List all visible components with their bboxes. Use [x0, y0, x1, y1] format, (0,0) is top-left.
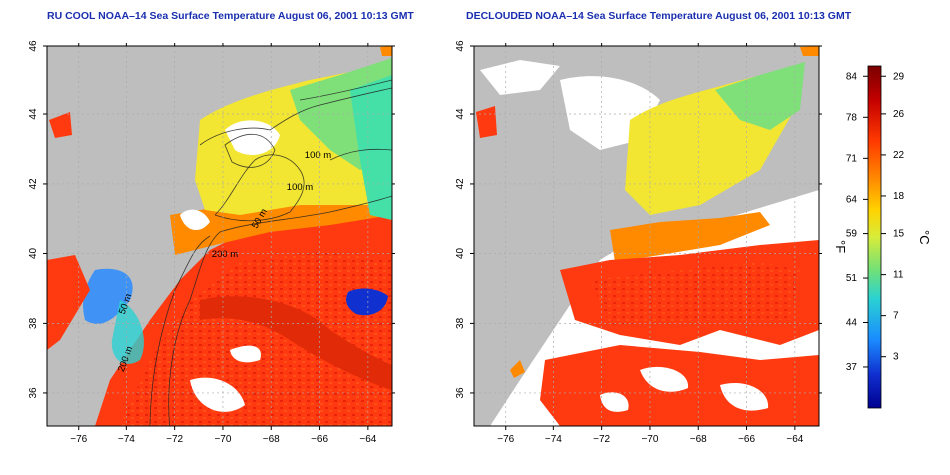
depth-contour: [299, 79, 392, 101]
cold-eddy: [346, 288, 388, 316]
fahrenheit-unit-label: °F: [833, 240, 848, 253]
cloud-patch: [640, 366, 689, 392]
depth-contour: [329, 148, 392, 161]
y-tick-label: 36: [455, 387, 466, 399]
fahrenheit-tick-label: 71: [846, 153, 858, 164]
warm-patch: [510, 360, 525, 378]
depth-contour: [224, 133, 276, 168]
gulf-stream: [200, 296, 392, 390]
x-tick-label: −76: [497, 434, 514, 445]
x-tick-label: −72: [593, 434, 610, 445]
fahrenheit-tick-label: 59: [846, 229, 858, 240]
x-tick-label: −76: [70, 434, 87, 445]
left-sst-map: [47, 46, 392, 426]
fahrenheit-tick-label: 44: [846, 318, 858, 329]
y-tick-label: 38: [28, 317, 39, 329]
colorbar-ticks: 29 26 22 18 15 11 7 3 84 78 71 64 59 51 44 37: [846, 71, 905, 373]
x-tick-label: −68: [263, 434, 280, 445]
y-tick-label: 46: [455, 40, 466, 52]
cloud-patch: [230, 345, 261, 363]
contour-depth-label: 100 m: [287, 182, 313, 193]
fahrenheit-tick-label: 78: [846, 112, 858, 123]
cloud-patch: [600, 392, 629, 412]
colorbar: 29 26 22 18 15 11 7 3 84 78 71 64 59 51 44 37 °F °C: [833, 65, 932, 409]
depth-contour: [149, 235, 211, 426]
y-tick-label: 38: [455, 317, 466, 329]
depth-contour: [199, 87, 392, 146]
y-tick-label: 40: [28, 247, 39, 259]
warm-patch: [476, 106, 497, 138]
fahrenheit-tick-label: 37: [846, 362, 858, 373]
x-tick-label: −64: [359, 434, 376, 445]
y-tick-label: 42: [28, 178, 39, 190]
left-map-title: RU COOL NOAA–14 Sea Surface Temperature …: [47, 10, 414, 22]
right-map-axes: −76 −74 −72 −70 −68 −66 −64 46 44 42 40 38 36: [455, 40, 822, 445]
celsius-tick-label: 26: [893, 109, 905, 120]
celsius-tick-label: 29: [893, 71, 905, 82]
celsius-tick-label: 7: [893, 311, 899, 322]
x-tick-label: −66: [311, 434, 328, 445]
x-tick-label: −74: [545, 434, 562, 445]
scotian-shelf: [350, 75, 392, 220]
celsius-tick-label: 11: [893, 270, 904, 281]
depth-contour: [168, 195, 392, 426]
cloud-patch: [190, 377, 245, 412]
coastal-cool-water: [111, 300, 144, 364]
warm-patch: [800, 46, 819, 56]
warm-ocean-texture: [120, 252, 392, 426]
right-sst-map: [474, 46, 819, 426]
depth-contour: [214, 154, 305, 222]
y-tick-label: 42: [455, 178, 466, 190]
x-tick-label: −72: [166, 434, 183, 445]
contour-depth-label: 200 m: [212, 249, 238, 260]
fahrenheit-tick-label: 51: [846, 273, 858, 284]
map-frame: [46, 45, 393, 427]
cloud-patch: [180, 209, 210, 231]
warm-ocean-texture: [590, 262, 800, 325]
x-tick-label: −74: [118, 434, 135, 445]
x-tick-label: −70: [641, 434, 658, 445]
x-tick-label: −66: [738, 434, 755, 445]
y-tick-label: 46: [28, 40, 39, 52]
y-tick-label: 40: [455, 247, 466, 259]
cloud-mask: [480, 60, 560, 95]
celsius-tick-label: 15: [893, 229, 905, 240]
fahrenheit-tick-label: 84: [846, 71, 858, 82]
celsius-tick-label: 18: [893, 191, 905, 202]
x-tick-label: −64: [786, 434, 803, 445]
coastal-warm: [47, 255, 90, 350]
celsius-unit-label: °C: [917, 230, 932, 245]
x-tick-label: −68: [690, 434, 707, 445]
right-map-title: DECLOUDED NOAA–14 Sea Surface Temperatur…: [466, 10, 852, 22]
cloud-patch: [720, 382, 769, 411]
y-tick-label: 36: [28, 387, 39, 399]
colorbar-strip: [867, 65, 882, 409]
left-map-axes: −76 −74 −72 −70 −68 −66 −64 46 44 42 40 38 36: [28, 40, 395, 445]
gulf-of-maine-cool: [715, 62, 805, 130]
y-tick-label: 44: [28, 108, 39, 120]
y-tick-label: 44: [455, 108, 466, 120]
contour-depth-label: 100 m: [305, 150, 331, 161]
celsius-tick-label: 3: [893, 352, 899, 363]
x-tick-label: −70: [214, 434, 231, 445]
warm-patch: [380, 46, 392, 56]
shelf-band: [610, 212, 770, 262]
map-frame: [473, 45, 820, 427]
warm-patch: [49, 112, 72, 138]
fahrenheit-tick-label: 64: [846, 194, 858, 205]
celsius-tick-label: 22: [893, 150, 905, 161]
